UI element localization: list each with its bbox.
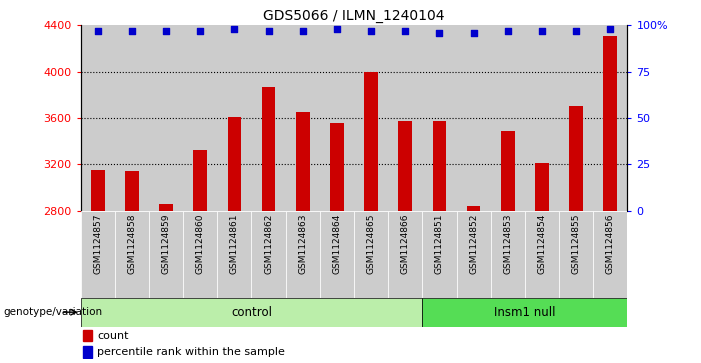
Bar — [422, 211, 456, 298]
Text: GSM1124854: GSM1124854 — [538, 213, 547, 274]
Bar — [422, 25, 456, 211]
Bar — [593, 211, 627, 298]
Text: GSM1124865: GSM1124865 — [367, 213, 376, 274]
Point — [468, 30, 479, 36]
Bar — [422, 298, 627, 327]
Bar — [115, 211, 149, 298]
Text: Insm1 null: Insm1 null — [494, 306, 556, 319]
Text: GSM1124853: GSM1124853 — [503, 213, 512, 274]
Point — [92, 28, 103, 34]
Title: GDS5066 / ILMN_1240104: GDS5066 / ILMN_1240104 — [264, 9, 444, 23]
Point — [161, 28, 172, 34]
Bar — [398, 122, 412, 211]
Point — [571, 28, 582, 34]
Text: GSM1124860: GSM1124860 — [196, 213, 205, 274]
Point — [434, 30, 445, 36]
Bar — [81, 298, 422, 327]
Bar — [81, 25, 115, 211]
Bar — [149, 25, 183, 211]
Bar — [559, 25, 593, 211]
Bar — [354, 25, 388, 211]
Bar — [159, 204, 173, 211]
Point — [297, 28, 308, 34]
Bar — [559, 211, 593, 298]
Bar — [569, 106, 583, 211]
Bar — [81, 211, 115, 298]
Bar — [286, 211, 320, 298]
Bar — [388, 25, 422, 211]
Bar — [252, 211, 286, 298]
Bar — [217, 211, 252, 298]
Text: GSM1124855: GSM1124855 — [571, 213, 580, 274]
Bar — [456, 211, 491, 298]
Bar — [354, 211, 388, 298]
Bar — [433, 122, 447, 211]
Bar — [388, 211, 422, 298]
Bar — [320, 211, 354, 298]
Point — [126, 28, 137, 34]
Bar — [125, 171, 139, 211]
Text: GSM1124864: GSM1124864 — [332, 213, 341, 274]
Point — [365, 28, 376, 34]
Bar — [330, 123, 343, 211]
Bar — [320, 25, 354, 211]
Text: GSM1124857: GSM1124857 — [93, 213, 102, 274]
Bar — [83, 330, 92, 341]
Bar — [456, 25, 491, 211]
Point — [332, 26, 343, 32]
Bar — [261, 87, 275, 211]
Text: GSM1124856: GSM1124856 — [606, 213, 615, 274]
Bar — [115, 25, 149, 211]
Text: GSM1124852: GSM1124852 — [469, 213, 478, 274]
Text: GSM1124862: GSM1124862 — [264, 213, 273, 274]
Point — [263, 28, 274, 34]
Bar — [501, 131, 515, 211]
Text: GSM1124866: GSM1124866 — [401, 213, 410, 274]
Point — [536, 28, 547, 34]
Bar — [183, 25, 217, 211]
Text: count: count — [97, 331, 128, 341]
Bar — [365, 72, 378, 211]
Bar — [604, 36, 617, 211]
Bar — [525, 25, 559, 211]
Text: GSM1124861: GSM1124861 — [230, 213, 239, 274]
Text: genotype/variation: genotype/variation — [4, 307, 102, 317]
Text: GSM1124863: GSM1124863 — [298, 213, 307, 274]
Bar — [228, 117, 241, 211]
Text: GSM1124858: GSM1124858 — [128, 213, 137, 274]
Text: GSM1124851: GSM1124851 — [435, 213, 444, 274]
Bar — [217, 25, 252, 211]
Bar — [535, 163, 549, 211]
Text: GSM1124859: GSM1124859 — [161, 213, 170, 274]
Text: control: control — [231, 306, 272, 319]
Bar — [252, 25, 286, 211]
Point — [195, 28, 206, 34]
Bar — [296, 112, 310, 211]
Bar — [286, 25, 320, 211]
Bar — [491, 211, 525, 298]
Bar — [91, 170, 104, 211]
Point — [400, 28, 411, 34]
Bar — [193, 150, 207, 211]
Bar — [593, 25, 627, 211]
Point — [502, 28, 513, 34]
Bar — [467, 206, 480, 211]
Bar — [83, 346, 92, 358]
Bar — [491, 25, 525, 211]
Bar — [183, 211, 217, 298]
Point — [229, 26, 240, 32]
Text: percentile rank within the sample: percentile rank within the sample — [97, 347, 285, 357]
Point — [605, 26, 616, 32]
Bar — [149, 211, 183, 298]
Bar — [525, 211, 559, 298]
